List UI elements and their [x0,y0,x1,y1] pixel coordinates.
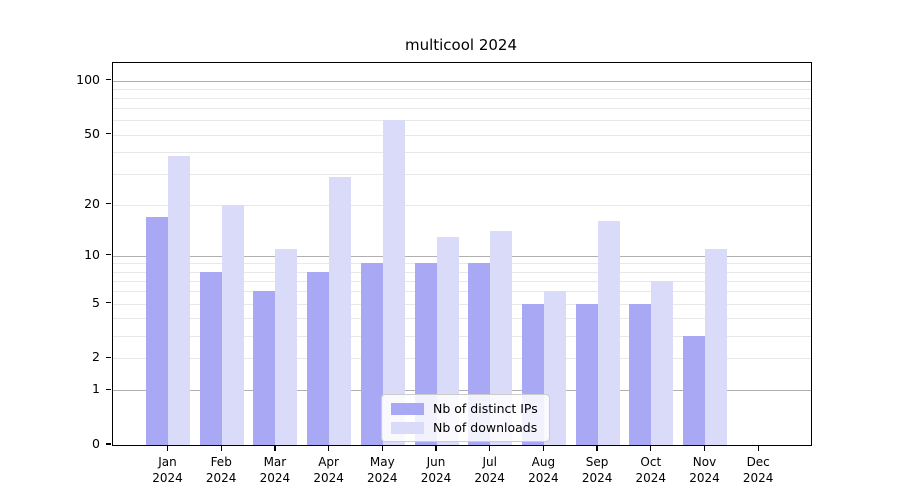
x-tick-mark [435,445,437,451]
bar-distinct-ips [307,271,330,445]
bar-downloads [490,231,513,445]
minor-gridline [113,173,811,175]
bar-downloads [168,155,190,445]
minor-gridline [113,317,811,319]
bar-downloads [382,120,405,445]
bar-downloads [221,204,244,445]
legend-item-distinct-ips: Nb of distinct IPs [391,402,538,415]
y-tick-mark [105,388,111,390]
plot-area [112,62,812,446]
major-gridline [113,390,811,392]
x-tick-label: Feb 2024 [205,455,237,485]
y-tick-label: 0 [92,436,100,451]
y-tick-mark [105,202,111,205]
x-tick-mark [381,445,383,451]
bar-downloads [329,176,352,445]
minor-gridline [113,271,811,273]
legend-label-distinct-ips: Nb of distinct IPs [433,401,538,416]
x-tick-label: Nov 2024 [689,455,720,485]
bar-downloads [651,280,674,445]
x-tick-label: Mar 2024 [259,455,291,485]
x-tick-mark [274,445,276,451]
bar-distinct-ips [146,216,168,445]
bar-distinct-ips [575,303,598,445]
x-tick-mark [542,445,545,451]
y-tick-mark [105,78,111,81]
x-tick-label: Jun 2024 [420,455,452,485]
x-tick-mark [220,445,222,451]
bar-downloads [705,248,727,445]
y-tick-label: 2 [92,349,100,365]
x-tick-mark [327,445,330,451]
minor-gridline [113,335,811,337]
bar-downloads [436,236,459,445]
x-tick-mark [596,445,598,451]
y-tick-mark [105,301,111,304]
minor-gridline [113,120,811,122]
bar-distinct-ips [360,263,383,445]
minor-gridline [113,98,811,99]
bar-distinct-ips [199,271,222,445]
minor-gridline [113,291,811,293]
x-tick-mark [166,445,169,451]
chart-title: multicool 2024 [404,36,518,54]
x-tick-mark [650,445,652,451]
y-tick-mark [105,254,111,256]
minor-gridline [113,263,811,265]
bar-distinct-ips [253,291,276,445]
legend: Nb of distinct IPs Nb of downloads [381,394,550,442]
legend-swatch-downloads [391,421,424,434]
x-tick-label: Aug 2024 [528,455,559,485]
y-tick-label: 100 [76,71,100,87]
minor-gridline [113,280,811,282]
bar-distinct-ips [683,335,705,445]
y-tick-mark [105,356,111,358]
x-tick-label: May 2024 [367,455,398,485]
major-gridline [113,255,811,257]
x-tick-label: Jul 2024 [474,455,505,485]
minor-gridline [113,303,811,305]
y-tick-label: 20 [84,195,100,211]
x-tick-label: Oct 2024 [635,455,667,485]
minor-gridline [113,88,811,90]
minor-gridline [113,204,811,206]
legend-item-downloads: Nb of downloads [391,421,538,434]
x-tick-label: Apr 2024 [313,455,344,485]
bar-distinct-ips [629,303,652,445]
x-tick-mark [757,445,759,451]
y-tick-label: 10 [84,246,100,262]
minor-gridline [113,134,811,136]
minor-gridline [113,151,811,153]
y-tick-label: 50 [84,125,100,141]
y-tick-label: 1 [92,381,100,397]
major-gridline [113,80,811,82]
legend-label-downloads: Nb of downloads [433,420,538,435]
y-tick-mark [105,132,111,135]
y-tick-mark [105,443,111,445]
legend-swatch-distinct-ips [391,402,424,415]
bar-downloads [597,221,620,445]
minor-gridline [113,358,811,360]
minor-gridline [113,108,811,110]
x-tick-label: Sep 2024 [581,455,613,485]
y-tick-label: 5 [92,294,100,310]
x-tick-mark [489,445,491,451]
x-tick-label: Jan 2024 [152,455,183,485]
x-tick-mark [703,445,706,451]
x-tick-label: Dec 2024 [742,455,774,485]
bar-downloads [275,248,298,445]
